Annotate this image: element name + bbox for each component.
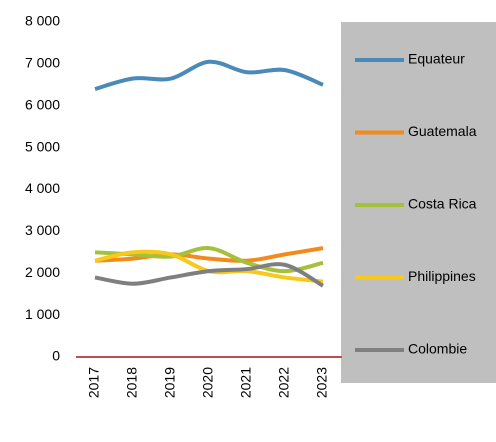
y-tick-label: 7 000 — [25, 55, 60, 71]
series-line — [94, 246, 324, 263]
y-tick-label: 4 000 — [25, 180, 60, 196]
x-tick-label: 2021 — [238, 367, 254, 398]
y-tick-label: 5 000 — [25, 138, 60, 154]
y-tick-label: 1 000 — [25, 306, 60, 322]
legend-label: Philippines — [408, 268, 476, 284]
x-tick-label: 2022 — [276, 367, 292, 398]
y-tick-label: 6 000 — [25, 96, 60, 112]
x-tick-label: 2019 — [162, 367, 178, 398]
legend-label: Costa Rica — [408, 196, 477, 212]
x-tick-label: 2023 — [314, 367, 330, 398]
legend-label: Colombie — [408, 341, 467, 357]
y-tick-label: 3 000 — [25, 222, 60, 238]
legend-label: Guatemala — [408, 123, 477, 139]
x-tick-label: 2017 — [86, 367, 102, 398]
series-line — [94, 246, 324, 274]
legend-box — [341, 22, 496, 383]
series-line — [94, 262, 325, 288]
y-tick-label: 8 000 — [25, 13, 60, 29]
y-tick-label: 2 000 — [25, 264, 60, 280]
series-line — [94, 59, 324, 91]
y-tick-label: 0 — [52, 348, 60, 364]
x-tick-label: 2018 — [124, 367, 140, 398]
legend-label: Equateur — [408, 51, 465, 67]
x-tick-label: 2020 — [200, 367, 216, 398]
